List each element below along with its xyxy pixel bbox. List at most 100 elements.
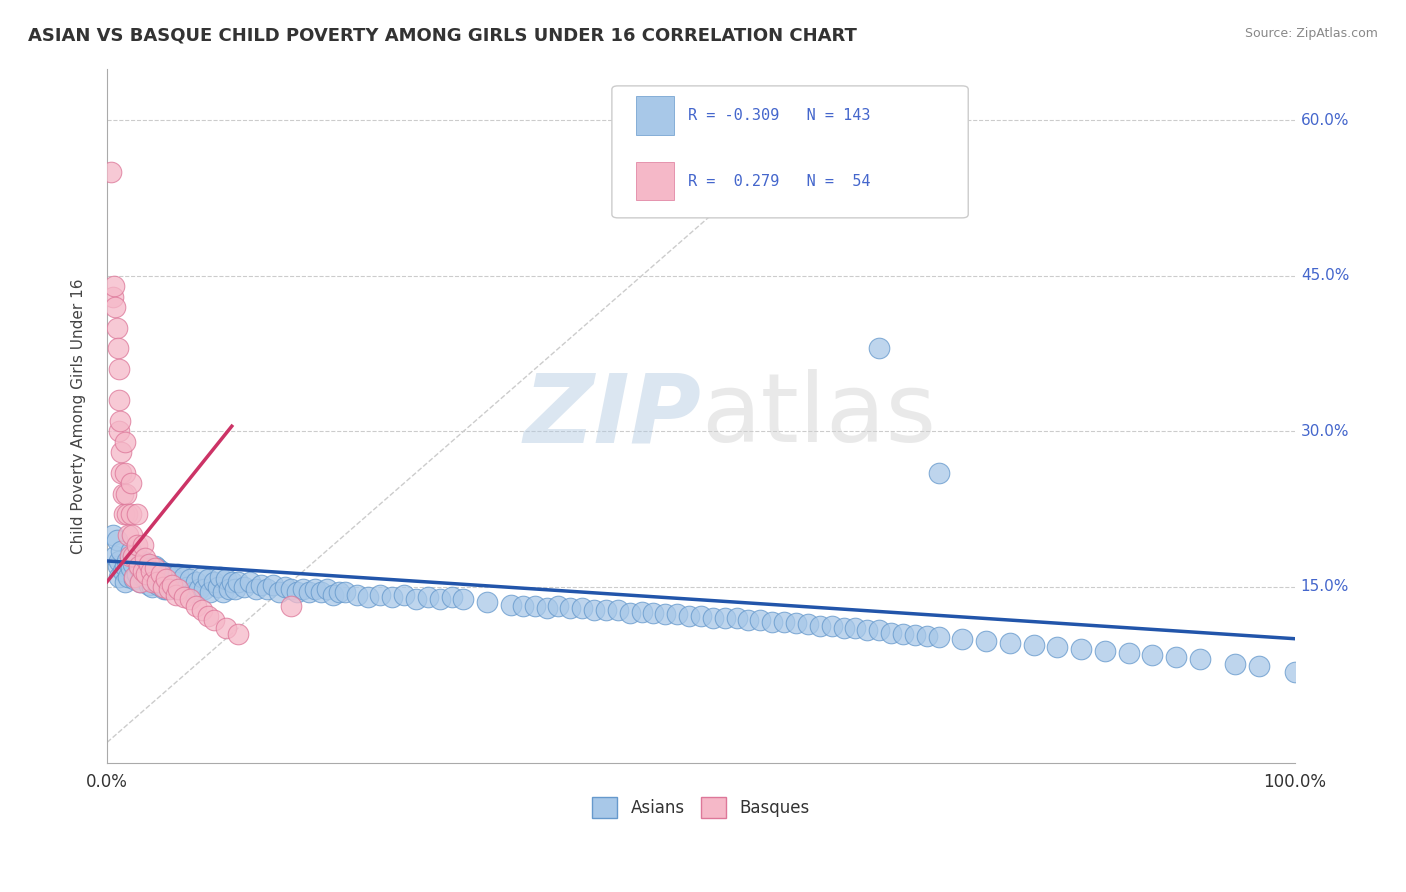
Point xyxy=(149,567,172,582)
Point xyxy=(111,486,134,500)
Point xyxy=(1094,644,1116,658)
Point xyxy=(725,611,748,625)
Point xyxy=(115,486,138,500)
Point xyxy=(114,466,136,480)
Point xyxy=(138,561,160,575)
Point xyxy=(713,611,735,625)
Point xyxy=(162,569,184,583)
Point xyxy=(138,557,160,571)
Point xyxy=(512,599,534,613)
Point xyxy=(173,569,195,583)
Point xyxy=(108,414,131,428)
Point xyxy=(101,290,124,304)
Point xyxy=(134,550,156,565)
Point xyxy=(181,585,204,599)
Point xyxy=(117,508,139,522)
Point xyxy=(108,362,131,376)
Point xyxy=(368,588,391,602)
Point xyxy=(108,393,131,408)
Point xyxy=(322,588,344,602)
Point xyxy=(143,561,166,575)
Point xyxy=(131,538,153,552)
Text: R = -0.309   N = 143: R = -0.309 N = 143 xyxy=(688,108,870,123)
Point xyxy=(245,582,267,596)
Point xyxy=(176,580,198,594)
Point xyxy=(141,580,163,594)
Point xyxy=(101,528,124,542)
Point xyxy=(173,591,195,605)
Point xyxy=(131,565,153,579)
Point xyxy=(346,588,368,602)
Point xyxy=(536,600,558,615)
Point xyxy=(224,582,246,596)
Point xyxy=(1046,640,1069,654)
Point xyxy=(844,621,866,635)
Point xyxy=(163,582,186,596)
Point xyxy=(186,574,208,589)
Point xyxy=(128,559,150,574)
Point xyxy=(149,565,172,579)
Point xyxy=(904,627,927,641)
Point xyxy=(118,549,141,563)
Point xyxy=(120,561,142,575)
Point xyxy=(292,582,315,596)
Point xyxy=(202,613,225,627)
FancyBboxPatch shape xyxy=(612,86,969,218)
Point xyxy=(167,582,190,596)
Point xyxy=(547,599,569,613)
Point xyxy=(1188,652,1211,666)
Point xyxy=(523,599,546,613)
Point xyxy=(453,592,475,607)
Point xyxy=(1225,657,1247,671)
Text: 60.0%: 60.0% xyxy=(1301,113,1350,128)
Point xyxy=(250,578,273,592)
Point xyxy=(226,626,249,640)
Point xyxy=(309,585,332,599)
Point xyxy=(187,582,209,596)
Point xyxy=(215,572,238,586)
Point xyxy=(146,578,169,592)
Point xyxy=(475,595,498,609)
Point xyxy=(124,569,146,583)
Text: 45.0%: 45.0% xyxy=(1301,268,1350,284)
Point xyxy=(304,582,326,596)
Point xyxy=(155,582,177,596)
Point xyxy=(678,608,700,623)
Point xyxy=(785,616,807,631)
Point xyxy=(159,574,181,589)
Point xyxy=(125,508,148,522)
Point xyxy=(167,567,190,582)
Point xyxy=(105,533,128,548)
Point xyxy=(880,625,903,640)
Point xyxy=(280,599,302,613)
Point xyxy=(125,538,148,552)
Point xyxy=(193,582,215,596)
Point xyxy=(122,549,145,563)
Point xyxy=(197,572,219,586)
Point xyxy=(868,624,890,638)
Point xyxy=(998,636,1021,650)
Point xyxy=(202,574,225,589)
Point xyxy=(560,600,582,615)
Point xyxy=(215,621,238,635)
Point xyxy=(207,580,229,594)
Point xyxy=(285,585,308,599)
Text: 30.0%: 30.0% xyxy=(1301,424,1350,439)
Point xyxy=(499,598,522,612)
Point xyxy=(571,600,593,615)
Point xyxy=(110,543,132,558)
Point xyxy=(269,585,291,599)
Point xyxy=(162,578,184,592)
Point xyxy=(120,508,142,522)
Point xyxy=(107,559,129,574)
Point xyxy=(117,528,139,542)
Point xyxy=(749,613,772,627)
Point xyxy=(114,434,136,449)
Point xyxy=(832,621,855,635)
Point xyxy=(146,574,169,589)
Point xyxy=(200,585,222,599)
Point xyxy=(262,578,284,592)
Point xyxy=(110,466,132,480)
Point xyxy=(103,279,125,293)
Text: Source: ZipAtlas.com: Source: ZipAtlas.com xyxy=(1244,27,1378,40)
